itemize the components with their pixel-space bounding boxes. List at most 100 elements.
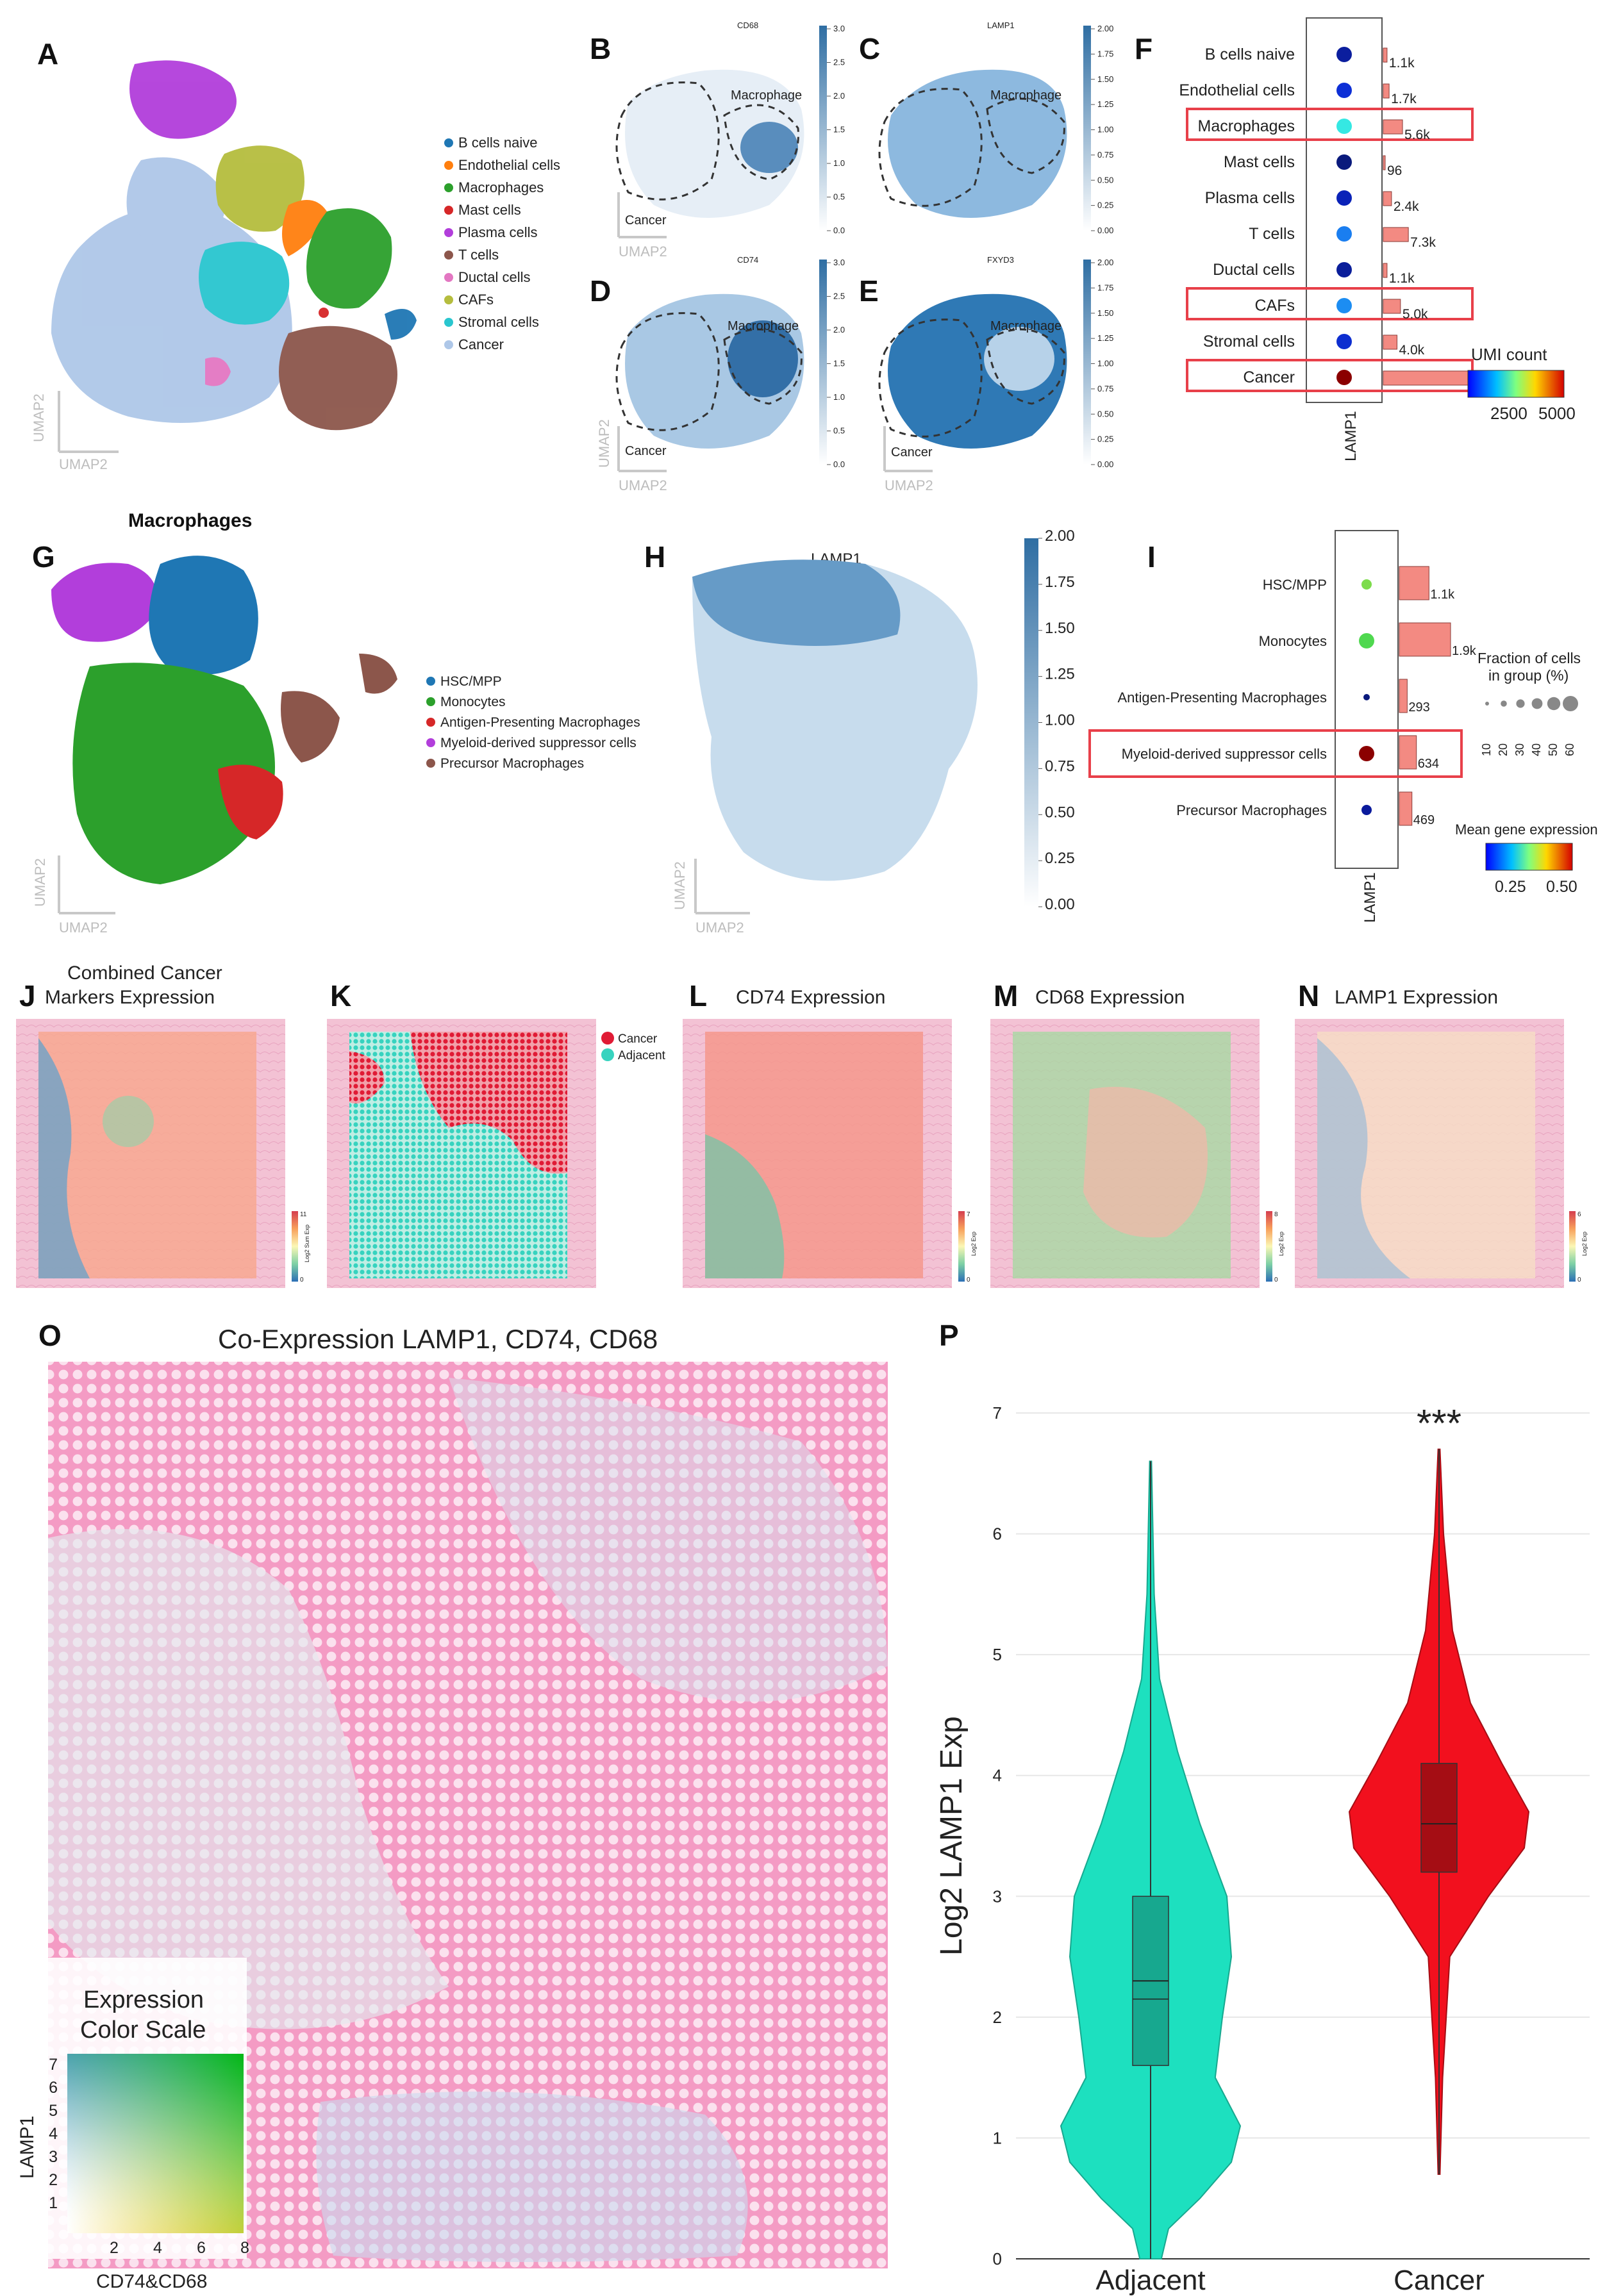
- colorbar-tick: 0.0: [833, 226, 845, 235]
- colorbar-tick: 1.0: [833, 158, 845, 168]
- colorbar-tick: 0.50: [1097, 409, 1113, 418]
- legend-g-label: Precursor Macrophages: [440, 756, 584, 771]
- panel-c: D CD74 Macrophage Cancer UMAP2 UMAP2 3.0…: [590, 255, 845, 493]
- panel-f-bar: [1383, 83, 1390, 99]
- panel-f-bar: [1383, 191, 1392, 206]
- legend-a-label: Ductal cells: [458, 269, 530, 285]
- panel-g-y-label: UMAP2: [32, 858, 48, 907]
- colorbar-tick: 3.0: [833, 258, 845, 267]
- panel-e: E FXYD3 Macrophage Cancer UMAP2 2.00 1.75…: [859, 255, 1113, 493]
- panel-i-cbar-tick-0: 0.25: [1495, 878, 1526, 896]
- legend-g: HSC/MPP Monocytes Antigen-Presenting Macro…: [426, 674, 640, 771]
- colorbar-tick: 2.00: [1045, 527, 1075, 545]
- panel-letter-a: A: [37, 37, 58, 70]
- legend-a-dot: [444, 183, 453, 192]
- panel-i-size-dot: [1501, 700, 1507, 707]
- panel-i-size-tick: 50: [1547, 743, 1560, 756]
- panel-o-ytick: 3: [49, 2148, 58, 2166]
- legend-a: B cells naive Endothelial cells Macrophage…: [444, 135, 560, 352]
- y-tick-label: 7: [993, 1403, 1002, 1423]
- panel-h-colorbar: [1024, 538, 1038, 907]
- legend-k-dot: [601, 1048, 614, 1061]
- panel-g-title: Macrophages: [128, 510, 252, 531]
- panel-o-xtick: 2: [110, 2239, 119, 2257]
- panel-o: O Co-Expression LAMP1, CD74, CD68 Expres…: [17, 1319, 888, 2292]
- panel-letter-l: L: [689, 979, 707, 1012]
- panel-letter-d: C: [859, 32, 880, 65]
- panel-f-bar: [1383, 370, 1474, 386]
- colorbar-tick: 0.0: [833, 459, 845, 469]
- panel-n-cbar-bottom: 0: [1577, 1276, 1581, 1284]
- panel-f-dot: [1336, 154, 1352, 170]
- panel-i-bar: [1399, 791, 1413, 826]
- panel-g-x-label: UMAP2: [59, 920, 108, 936]
- legend-g-label: HSC/MPP: [440, 674, 502, 689]
- panel-o-ylabel: LAMP1: [17, 2116, 38, 2179]
- panel-o-ytick: 7: [49, 2056, 58, 2074]
- panel-l-title: CD74 Expression: [736, 987, 885, 1008]
- panel-i-bar: [1399, 679, 1408, 713]
- panel-i-highlight-box: [1088, 729, 1463, 778]
- legend-a-dot: [444, 161, 453, 170]
- panel-f-count: 1.1k: [1389, 271, 1415, 286]
- umap-a-clusters: [51, 60, 417, 431]
- panel-f-row-label: T cells: [1249, 225, 1295, 243]
- panel-f-row-label: Cancer: [1243, 368, 1295, 386]
- colorbar-tick: 1.5: [833, 359, 845, 368]
- colorbar-tick: 1.00: [1097, 125, 1113, 135]
- legend-k-label: Adjacent: [618, 1049, 666, 1062]
- panel-i-size-tick: 10: [1480, 743, 1493, 756]
- panel-i-dot: [1361, 805, 1372, 815]
- panel-letter-h: H: [644, 540, 665, 574]
- legend-a-label: Endothelial cells: [458, 157, 560, 173]
- panel-f-count: 1.7k: [1391, 92, 1417, 106]
- panel-m-cbar-label: Log2 Exp: [1278, 1232, 1285, 1256]
- panel-l-colorbar: [958, 1211, 965, 1282]
- panel-c-y-label: UMAP2: [596, 419, 612, 468]
- panel-f-dot: [1336, 226, 1352, 242]
- panel-f-dot: [1336, 47, 1352, 62]
- panel-i-row-label: Myeloid-derived suppressor cells: [1122, 746, 1327, 762]
- panel-letter-m: M: [994, 979, 1018, 1012]
- panel-i-size-dot: [1531, 698, 1543, 709]
- colorbar-tick: 0.25: [1097, 201, 1113, 210]
- legend-k: Cancer Adjacent: [601, 1032, 666, 1062]
- panel-f-colorbar-title: UMI count: [1471, 345, 1547, 364]
- panel-i-size-title-1: Fraction of cells: [1477, 650, 1581, 666]
- y-tick-label: 5: [993, 1645, 1002, 1664]
- panel-i-bar: [1399, 735, 1417, 770]
- panel-d-colorbar: [1083, 26, 1091, 231]
- panel-f-dot: [1336, 262, 1352, 277]
- colorbar-tick: 0.5: [833, 192, 845, 202]
- panel-letter-p: P: [939, 1319, 959, 1352]
- panel-n: N LAMP1 Expression 6 0 Log2 Exp: [1295, 979, 1588, 1288]
- panel-f-dot: [1336, 370, 1352, 385]
- colorbar-tick: 0.5: [833, 426, 845, 436]
- y-tick-label: 1: [993, 2128, 1002, 2147]
- legend-g-dot: [426, 697, 435, 706]
- panel-i-xlabel: LAMP1: [1361, 872, 1379, 923]
- panel-i-row-label: Precursor Macrophages: [1176, 802, 1327, 818]
- panel-b-cancer: Cancer: [625, 213, 667, 227]
- colorbar-tick: 1.75: [1097, 49, 1113, 58]
- panel-h: H LAMP1 UMAP2 UMAP2 2.001.751.501.251.00…: [644, 527, 1075, 936]
- panel-letter-c: D: [590, 274, 611, 308]
- panel-i-size-tick: 30: [1513, 743, 1526, 756]
- panel-f-bar: [1383, 334, 1397, 350]
- panel-i-row-label: Antigen-Presenting Macrophages: [1117, 690, 1327, 706]
- panel-f-bar: [1383, 263, 1388, 278]
- panel-l-cbar-top: 7: [967, 1211, 970, 1218]
- panel-c-gene: CD74: [737, 255, 758, 265]
- panel-g: G Macrophages UMAP2 UMAP2 HSC/MPP Monocyt…: [32, 510, 640, 936]
- cluster-plasma: [129, 60, 237, 139]
- panel-letter-f: F: [1135, 32, 1153, 65]
- panel-n-title: LAMP1 Expression: [1335, 987, 1498, 1008]
- panel-i-dot: [1363, 694, 1370, 700]
- colorbar-tick: 1.5: [833, 125, 845, 135]
- panel-letter-g: G: [32, 540, 55, 574]
- legend-k-dot: [601, 1032, 614, 1045]
- colorbar-tick: 0.00: [1097, 459, 1113, 469]
- panel-b-colorbar: [819, 26, 827, 231]
- panel-j-cbar-top: 11: [300, 1211, 307, 1218]
- panel-l-cbar-bottom: 0: [967, 1276, 970, 1284]
